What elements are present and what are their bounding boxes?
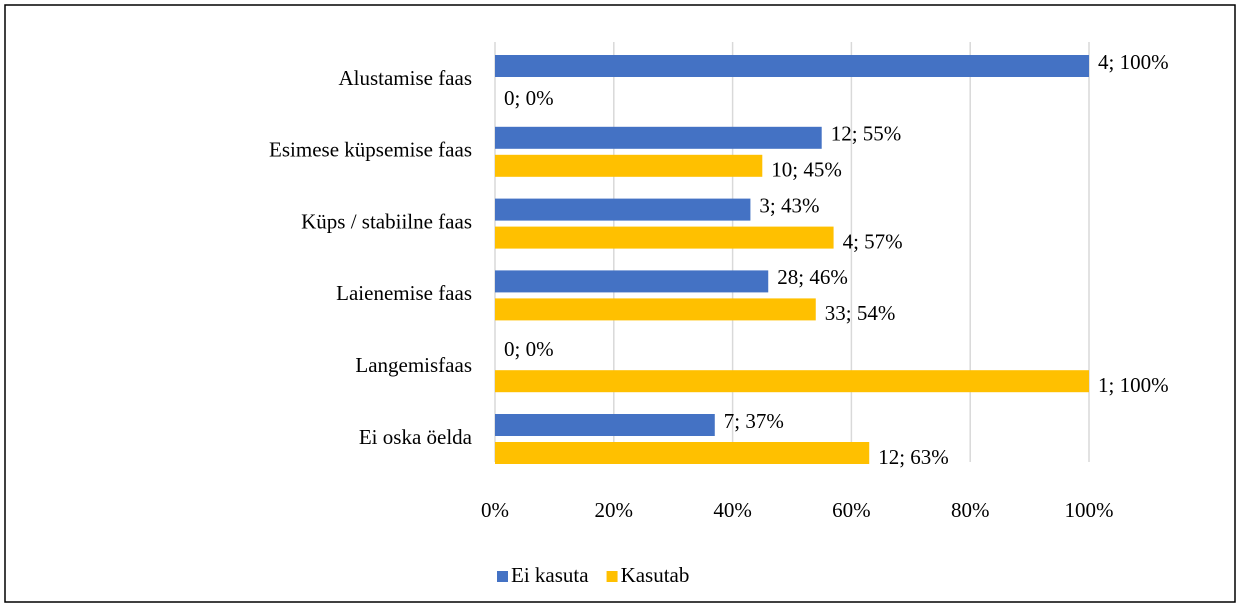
legend-swatch <box>497 571 508 582</box>
bar <box>495 126 822 149</box>
x-tick-label: 80% <box>951 498 990 522</box>
data-label: 0; 0% <box>504 337 554 361</box>
data-label: 4; 57% <box>843 229 903 253</box>
x-tick-label: 0% <box>481 498 509 522</box>
legend-swatch <box>606 571 618 582</box>
bar <box>495 298 816 321</box>
data-label: 33; 54% <box>825 301 896 325</box>
y-tick-label: Esimese küpsemise faas <box>269 138 472 162</box>
y-tick-label: Ei oska öelda <box>359 425 473 449</box>
x-tick-label: 60% <box>832 498 871 522</box>
bar <box>495 414 715 436</box>
data-label: 1; 100% <box>1098 373 1169 397</box>
data-label: 12; 63% <box>878 445 949 469</box>
bar <box>495 198 751 221</box>
data-label: 7; 37% <box>724 409 784 433</box>
data-label: 28; 46% <box>777 265 848 289</box>
bar <box>495 442 870 464</box>
legend-label: Ei kasuta <box>511 563 589 587</box>
x-tick-label: 100% <box>1065 498 1114 522</box>
data-label: 4; 100% <box>1098 50 1169 74</box>
data-label: 3; 43% <box>759 193 819 217</box>
bar <box>495 370 1089 393</box>
y-tick-label: Alustamise faas <box>338 66 472 90</box>
bar <box>495 270 769 293</box>
legend-label: Kasutab <box>621 563 690 587</box>
y-tick-label: Laienemise faas <box>336 281 472 305</box>
data-label: 10; 45% <box>771 158 842 182</box>
x-tick-label: 40% <box>713 498 752 522</box>
data-label: 0; 0% <box>504 86 554 110</box>
bar <box>495 55 1089 77</box>
y-tick-label: Küps / stabiilne faas <box>301 209 472 233</box>
bar <box>495 226 834 249</box>
data-label: 12; 55% <box>831 122 902 146</box>
y-tick-label: Langemisfaas <box>355 353 472 377</box>
bar <box>495 154 763 177</box>
x-tick-label: 20% <box>595 498 634 522</box>
